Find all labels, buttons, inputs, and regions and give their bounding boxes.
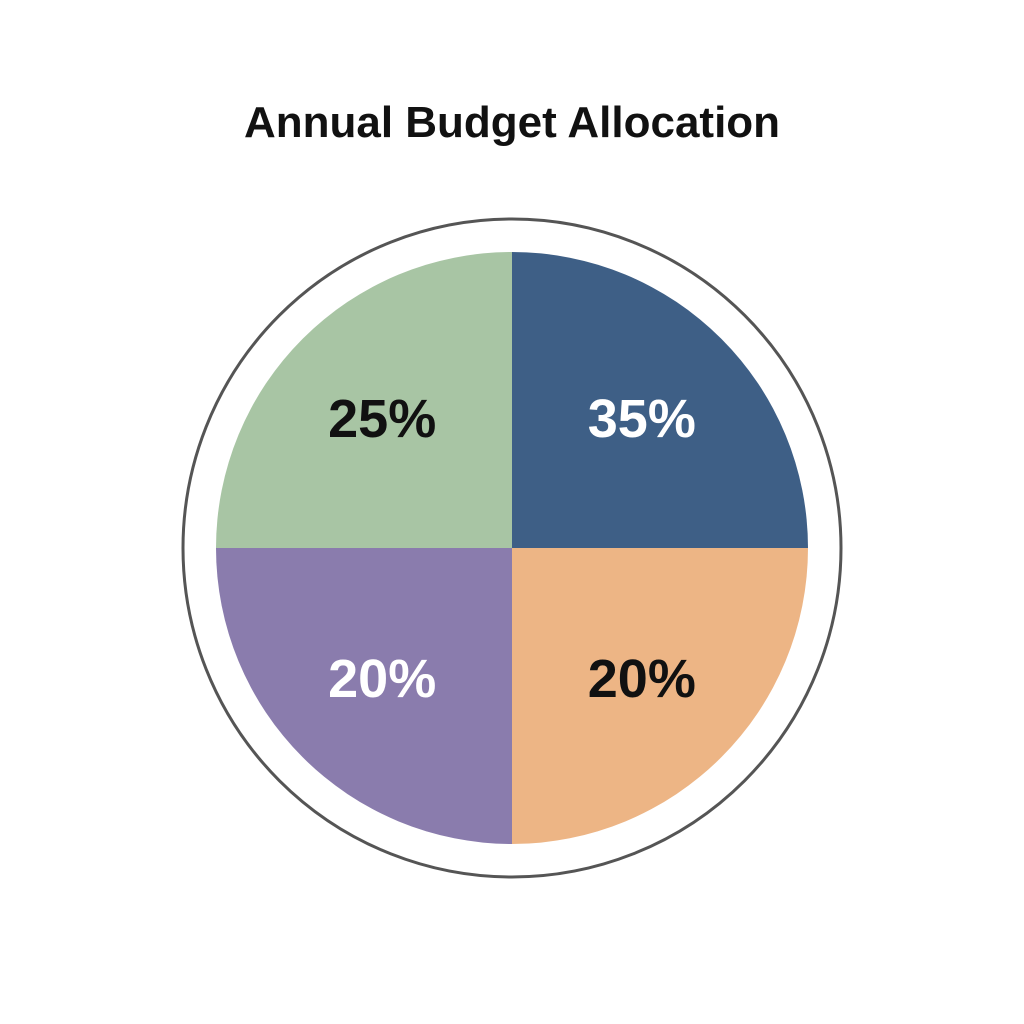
chart-title: Annual Budget Allocation	[243, 98, 781, 147]
pie-slice-label-2: 20%	[588, 649, 696, 709]
pie-slice-3	[216, 548, 512, 844]
pie-labels: 35% 20% 20% 25%	[328, 389, 696, 709]
pie-slice-label-3: 20%	[328, 649, 436, 709]
pie-slice-1	[512, 252, 808, 548]
pie-slice-4	[216, 252, 512, 548]
pie-outer-ring	[181, 217, 843, 879]
pie-slices	[216, 252, 808, 844]
pie-slice-label-4: 25%	[328, 389, 436, 449]
pie-slice-2	[512, 548, 808, 844]
pie-slice-label-1: 35%	[588, 389, 696, 449]
